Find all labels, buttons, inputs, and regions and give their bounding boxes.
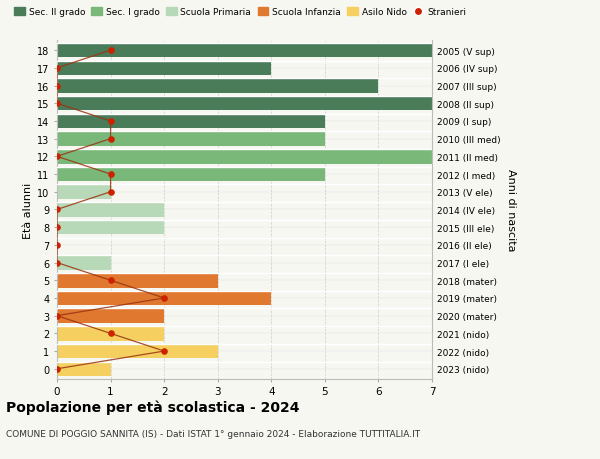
Bar <box>57 256 110 270</box>
Bar <box>57 274 218 288</box>
Bar <box>57 344 218 358</box>
Point <box>106 277 115 284</box>
Point <box>52 241 62 249</box>
Point <box>106 189 115 196</box>
Point <box>52 101 62 108</box>
Point <box>52 259 62 267</box>
Bar <box>57 132 325 146</box>
Bar <box>57 309 164 323</box>
Y-axis label: Anni di nascita: Anni di nascita <box>506 169 516 251</box>
Text: COMUNE DI POGGIO SANNITA (IS) - Dati ISTAT 1° gennaio 2024 - Elaborazione TUTTIT: COMUNE DI POGGIO SANNITA (IS) - Dati IST… <box>6 429 420 438</box>
Point <box>106 136 115 143</box>
Point <box>52 83 62 90</box>
Bar <box>57 168 325 182</box>
Point <box>106 118 115 125</box>
Bar <box>57 326 164 341</box>
Point <box>160 347 169 355</box>
Bar <box>57 79 379 94</box>
Point <box>106 171 115 179</box>
Bar <box>57 220 164 235</box>
Bar <box>57 44 432 58</box>
Point <box>106 330 115 337</box>
Bar <box>57 362 110 376</box>
Bar <box>57 185 110 200</box>
Point <box>52 207 62 214</box>
Bar <box>57 291 271 306</box>
Point <box>52 65 62 73</box>
Bar <box>57 97 432 111</box>
Legend: Sec. II grado, Sec. I grado, Scuola Primaria, Scuola Infanzia, Asilo Nido, Stran: Sec. II grado, Sec. I grado, Scuola Prim… <box>11 5 470 21</box>
Y-axis label: Età alunni: Età alunni <box>23 182 33 238</box>
Bar <box>57 114 325 129</box>
Point <box>52 224 62 231</box>
Bar <box>57 203 164 217</box>
Point <box>52 365 62 373</box>
Point <box>52 312 62 319</box>
Bar <box>57 62 271 76</box>
Point <box>52 153 62 161</box>
Bar <box>57 150 432 164</box>
Text: Popolazione per età scolastica - 2024: Popolazione per età scolastica - 2024 <box>6 399 299 414</box>
Point <box>160 295 169 302</box>
Point <box>106 47 115 55</box>
